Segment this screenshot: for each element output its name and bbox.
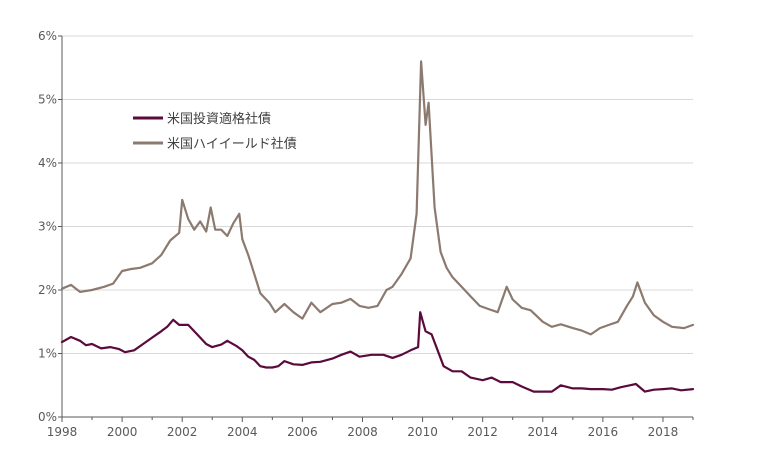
x-tick-label: 2010: [407, 425, 438, 439]
x-tick-label: 2002: [167, 425, 198, 439]
y-tick-label: 1%: [38, 347, 57, 361]
y-tick-label: 3%: [38, 220, 57, 234]
x-tick-label: 2016: [588, 425, 619, 439]
x-tick-label: 2018: [648, 425, 679, 439]
x-tick-label: 2014: [527, 425, 558, 439]
x-tick-label: 2000: [107, 425, 138, 439]
series-line-0: [60, 311, 695, 393]
legend-label-0: 米国投資適格社債: [167, 111, 271, 127]
y-tick-label: 4%: [38, 156, 57, 170]
x-tick-label: 2006: [287, 425, 318, 439]
y-tick-label: 5%: [38, 93, 57, 107]
x-tick-label: 2004: [227, 425, 258, 439]
y-tick-label: 0%: [38, 410, 57, 424]
y-tick-label: 6%: [38, 29, 57, 43]
series-line-1: [60, 60, 695, 336]
legend-label-1: 米国ハイイールド社債: [167, 136, 297, 152]
y-tick-label: 2%: [38, 283, 57, 297]
x-tick-label: 2008: [347, 425, 378, 439]
x-tick-label: 1998: [47, 425, 78, 439]
x-tick-label: 2012: [467, 425, 498, 439]
